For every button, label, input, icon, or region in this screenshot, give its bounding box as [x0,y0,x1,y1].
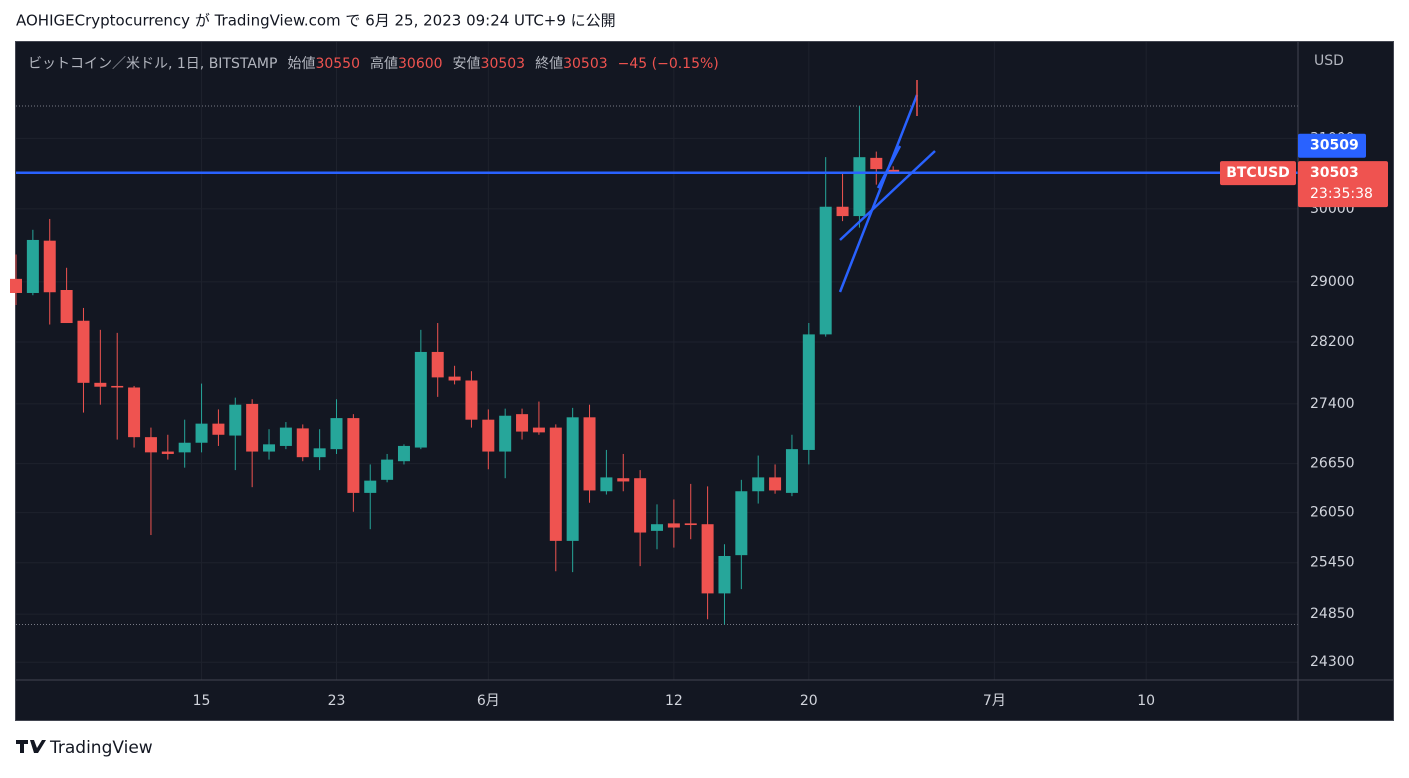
candle-body [330,418,343,450]
x-tick-label: 10 [1137,693,1155,709]
candle-body [397,445,410,462]
countdown: 23:35:38 [1310,186,1373,202]
x-tick-label: 23 [328,693,346,709]
legend-ohlc-label: 高値 [370,55,398,72]
x-tick-label: 6月 [477,693,500,709]
candle-body [144,437,157,453]
candle-body [718,555,731,594]
drawings [838,94,936,293]
y-tick-label: 24850 [1310,606,1355,622]
candle-body [769,477,782,491]
candle-body [802,334,815,450]
candle-body [212,423,225,435]
candle-body [448,376,461,381]
x-tick-label: 15 [193,693,211,709]
candle-body [735,491,748,556]
symbol-tag [1220,161,1296,186]
trend-line [876,145,902,189]
y-tick-label: 28200 [1310,334,1355,350]
trend-line [838,94,919,293]
x-tick-label: 7月 [983,693,1006,709]
candle-body [128,387,141,438]
symbol-label: BTCUSD [1226,165,1290,181]
currency: USD [1314,53,1344,69]
y-tick-label: 24300 [1310,654,1355,670]
legend-ohlc-value: 30600 [398,56,443,72]
candle-body [431,351,444,378]
legend-ohlc-value: 30550 [315,56,360,72]
legend-ohlc-label: 安値 [453,56,481,72]
candle-body [43,240,56,293]
candle-body [651,524,663,531]
candle-body [313,448,326,458]
candle-body [549,427,562,541]
candle-body [94,382,107,387]
price-line-tag [1298,133,1366,158]
y-tick-label: 27400 [1310,396,1355,412]
candle-body [819,206,832,335]
candle-body [465,380,478,420]
legend-change: −45 (−0.15%) [618,56,719,72]
candle-body [364,480,377,493]
y-tick-label: 26050 [1310,505,1355,521]
candle-body [785,449,798,493]
candle-body [26,239,39,293]
candle-body [381,459,394,480]
legend-ohlc-value: 30503 [563,56,608,72]
legend-title: ビットコイン／米ドル, 1日, BITSTAMP [28,56,277,72]
legend-ohlc-value: 30503 [481,56,526,72]
candle-body [617,478,630,482]
candle-body [279,427,292,446]
candle-body [195,423,208,443]
candle-body [667,523,680,528]
candle-body [870,157,883,170]
candle-body [414,351,427,448]
candle-body [752,477,765,492]
candle-body [10,278,22,293]
trend-line [839,150,936,241]
candle-body [347,418,360,493]
y-tick-label: 26650 [1310,456,1355,472]
candle-body [516,414,529,432]
legend: ビットコイン／米ドル, 1日, BITSTAMP 始値30550 高値30600 安値… [28,55,719,72]
candle-body [263,444,276,452]
logo-mark [16,740,46,753]
candle-body [111,385,124,388]
candle-body [836,206,849,217]
candle-body [566,417,579,541]
candle-body [161,451,174,454]
candle-body [178,442,191,453]
candle-body [246,403,259,452]
legend-ohlc-label: 終値 [535,56,563,72]
candle-body [229,404,242,436]
candle-body [853,157,866,217]
candle-body [77,320,90,383]
y-tick-label: 29000 [1310,274,1355,290]
candle-body [296,428,309,458]
candle-body [600,477,613,492]
candle-body [532,427,545,433]
x-tick-label: 20 [800,693,818,709]
legend-ohlc-label: 始値 [287,56,315,72]
last-price-label: 30503 [1310,165,1359,181]
candle-body [583,417,596,491]
candle-body [684,523,697,526]
price-line-label: 30509 [1310,138,1359,154]
x-tick-label: 12 [665,693,683,709]
last-price-tag [1298,161,1388,208]
candle-body [60,290,73,324]
y-tick-label: 25450 [1310,555,1355,571]
chart-frame [15,41,1394,721]
candle-body [482,419,495,452]
header: AOHIGECryptocurrency が TradingView.com で… [16,12,616,30]
logo [16,740,46,753]
candle-body [499,415,512,452]
candle-body [701,524,714,594]
brand: TradingView [49,738,153,758]
candle-body [634,478,647,533]
